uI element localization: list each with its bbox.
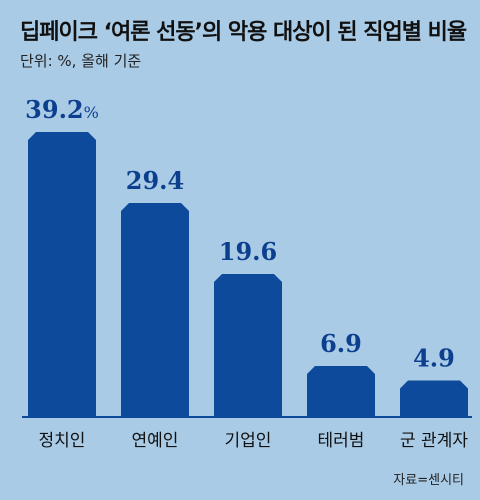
chart-subtitle: 단위: %, 올해 기준 <box>20 52 142 70</box>
bar-0 <box>28 132 96 416</box>
value-label-4: 4.9 <box>413 344 455 373</box>
value-label-2: 19.6 <box>219 237 277 266</box>
bar-3 <box>307 366 375 416</box>
value-label-0: 39.2% <box>25 95 99 124</box>
category-label-1: 연예인 <box>132 431 179 451</box>
category-label-0: 정치인 <box>39 431 86 451</box>
bar-4 <box>400 380 468 416</box>
category-label-2: 기업인 <box>225 431 272 451</box>
value-label-1: 29.4 <box>126 166 184 195</box>
value-label-3: 6.9 <box>320 329 362 358</box>
bar-1 <box>121 203 189 416</box>
category-label-4: 군 관계자 <box>400 431 468 451</box>
chart-title: 딥페이크 ‘여론 선동’의 악용 대상이 된 직업별 비율 <box>20 20 467 45</box>
bar-2 <box>214 274 282 416</box>
source-note: 자료=센시티 <box>393 473 464 488</box>
category-label-3: 테러범 <box>318 431 365 451</box>
